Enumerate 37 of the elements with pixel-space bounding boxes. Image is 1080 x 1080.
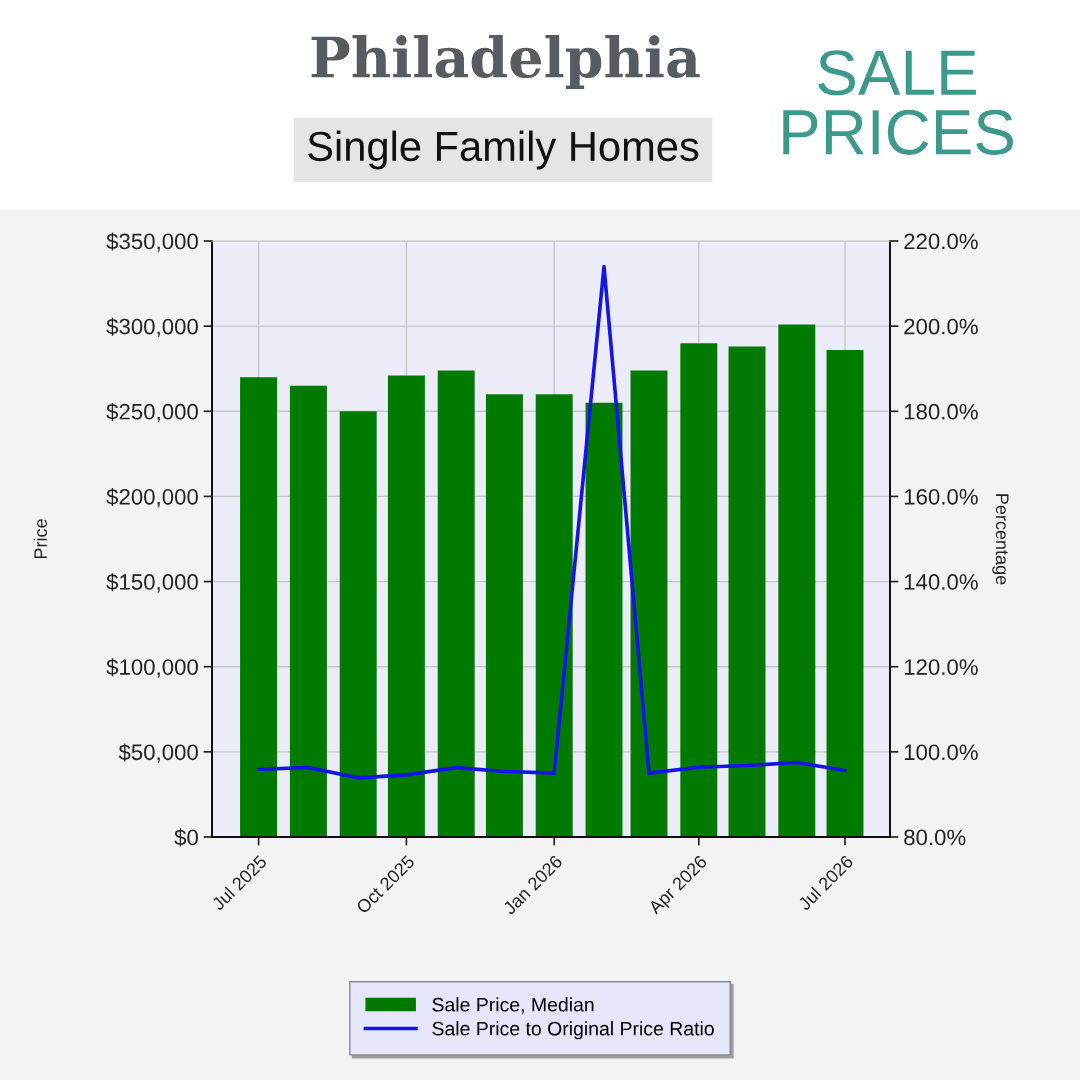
y-tick-label: $100,000 xyxy=(106,658,198,678)
legend-label: Sale Price to Original Price Ratio xyxy=(432,1021,714,1040)
line-series xyxy=(256,264,847,780)
bar xyxy=(387,375,425,837)
y-tick-label: $350,000 xyxy=(106,232,198,252)
y-tick-label: $50,000 xyxy=(118,743,198,763)
y-tick-label: $200,000 xyxy=(106,488,198,508)
y-tick-label: $250,000 xyxy=(106,402,198,423)
bar xyxy=(630,370,668,837)
bar xyxy=(240,377,278,837)
y-tick-label: $150,000 xyxy=(106,573,198,593)
bar xyxy=(728,346,766,837)
bar xyxy=(585,402,623,837)
bar xyxy=(485,394,523,837)
y2-tick-label: 220.0% xyxy=(904,233,978,250)
y2-tick-label: 120.0% xyxy=(904,659,978,675)
legend-label: Sale Price, Median xyxy=(432,997,594,1014)
y2-tick-label: 160.0% xyxy=(904,488,978,505)
chart-subtitle: Single Family Homes xyxy=(308,130,699,170)
text: SALE PRICES xyxy=(783,50,1013,155)
bar xyxy=(778,324,816,837)
y-tick-label: $300,000 xyxy=(106,317,198,338)
y2-tick-label: 80.0% xyxy=(904,829,966,846)
y2-tick-label: 180.0% xyxy=(904,403,978,420)
y-axis-title: Price xyxy=(33,519,47,559)
bar xyxy=(680,343,718,837)
bar xyxy=(535,394,573,837)
bar xyxy=(339,411,377,837)
bar xyxy=(826,349,864,837)
chart-title: Philadelphia xyxy=(311,35,700,89)
y2-axis-title: Percentage xyxy=(992,494,1009,585)
y2-tick-label: 140.0% xyxy=(904,574,978,590)
y2-tick-label: 200.0% xyxy=(904,318,978,335)
bar xyxy=(437,370,475,837)
y-tick-label: $0 xyxy=(174,828,198,847)
bar xyxy=(289,385,327,837)
y2-tick-label: 100.0% xyxy=(904,744,978,761)
